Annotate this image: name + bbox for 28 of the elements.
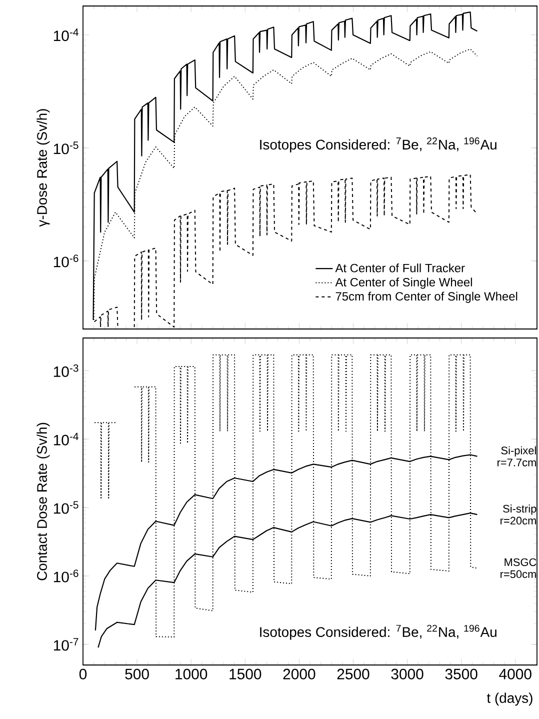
text: MSGC r=50cm (500, 558, 536, 578)
x-tick-label: 4000 (499, 668, 532, 680)
y-tick-label: 10$^{-5}$ (54, 142, 78, 154)
annotation: Isotopes Considered: $^{7}$Be, $^{22}$Na, $^{196}$Au (260, 137, 496, 152)
y-axis-title: γ-Dose Rate (Sv/h) (36, 109, 50, 227)
y-tick-label: 10$^{-6}$ (54, 570, 78, 582)
x-tick-label: 2000 (283, 668, 316, 680)
legend-label: At Center of Full Tracker (335, 264, 465, 272)
x-tick-label: 2500 (337, 668, 370, 680)
x-tick-label: 1500 (230, 668, 262, 680)
y-tick-label: 10$^{-4}$ (54, 432, 78, 446)
series-label: Si-pixel r=7.7cm (498, 446, 536, 466)
x-tick-label: 500 (125, 668, 149, 680)
y-tick-label: 10$^{-3}$ (54, 364, 78, 377)
x-tick-label: 0 (79, 668, 87, 680)
legend-label: 75cm from Center of Single Wheel (336, 292, 518, 303)
x-tick-label: 3500 (445, 668, 478, 680)
y-tick-label: 10$^{-6}$ (54, 254, 78, 268)
legend-label: At Center of Single Wheel (335, 278, 472, 289)
y-tick-label: 10$^{-7}$ (54, 638, 78, 651)
text: Si-strip r=20cm (500, 504, 536, 525)
y-tick-label: 10$^{-5}$ (54, 501, 78, 514)
x-tick-label: 3000 (391, 668, 424, 680)
x-tick-label: 1000 (176, 668, 208, 680)
x-axis-title: t (days) (486, 692, 532, 706)
annotation: Isotopes Considered: $^{7}$Be, $^{22}$Na, $^{196}$Au (260, 624, 496, 640)
y-tick-label: 10$^{-4}$ (54, 28, 78, 42)
y-axis-title: Contact Dose Rate (Sv/h) (36, 422, 50, 580)
